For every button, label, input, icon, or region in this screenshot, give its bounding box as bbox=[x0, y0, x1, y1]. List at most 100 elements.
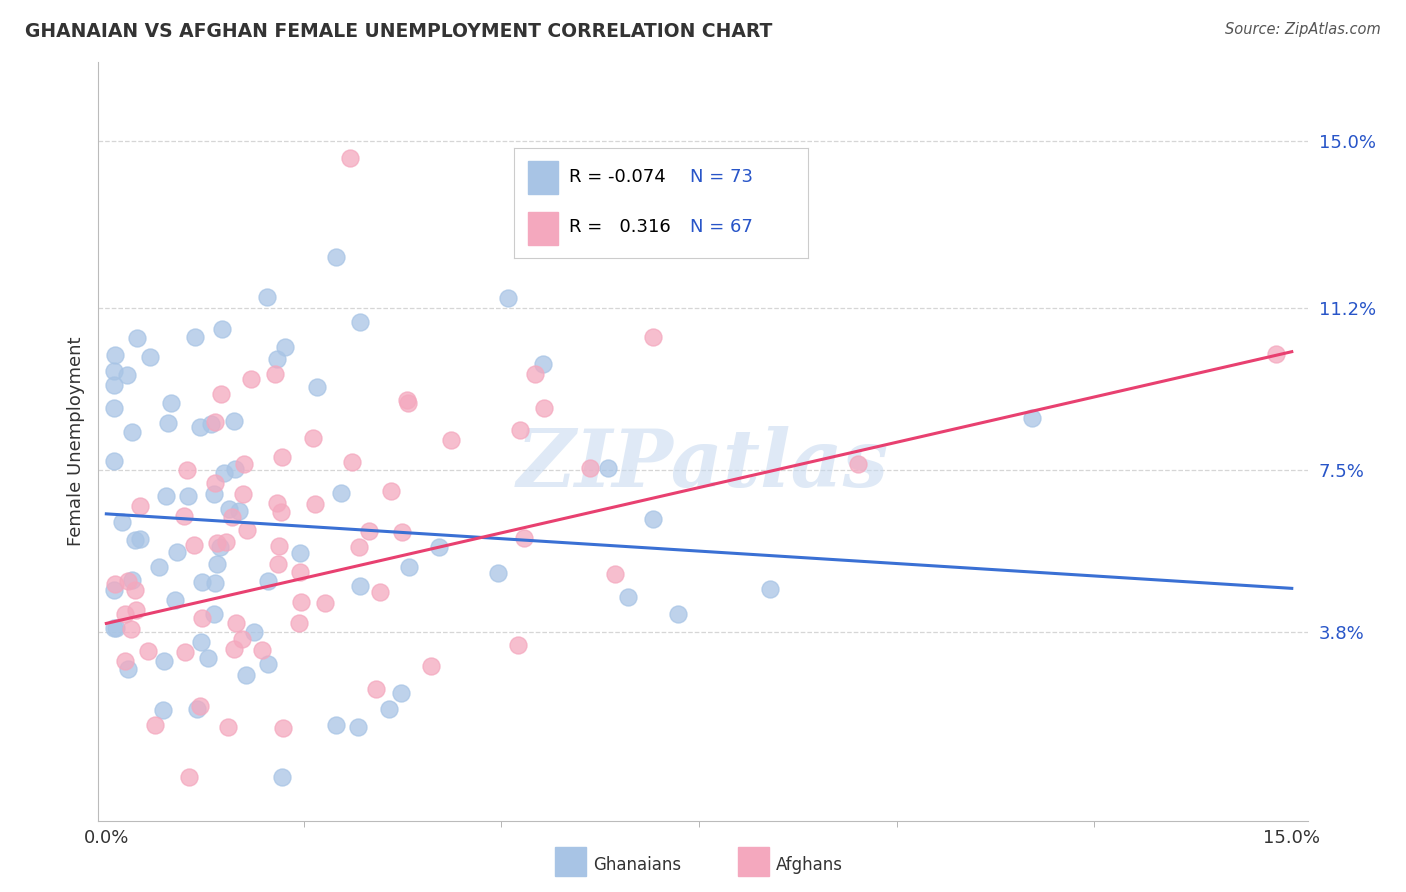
Point bbox=[274, 340, 297, 354]
Point bbox=[531, 357, 554, 371]
Point bbox=[598, 460, 620, 475]
Point bbox=[114, 607, 136, 622]
Point bbox=[207, 536, 229, 550]
Point bbox=[419, 659, 441, 673]
Point bbox=[391, 525, 413, 540]
Point bbox=[204, 415, 226, 429]
Point bbox=[325, 250, 347, 264]
Point bbox=[184, 330, 207, 344]
Point bbox=[368, 585, 391, 599]
Point bbox=[250, 643, 273, 657]
Point bbox=[524, 368, 547, 382]
Point bbox=[496, 291, 519, 305]
Point bbox=[231, 632, 253, 647]
Point bbox=[346, 720, 368, 734]
Point bbox=[307, 379, 329, 393]
Point bbox=[166, 544, 188, 558]
Point bbox=[204, 607, 226, 622]
Point bbox=[290, 595, 312, 609]
Point bbox=[357, 524, 380, 539]
Point bbox=[366, 681, 388, 696]
Point bbox=[114, 654, 136, 668]
Point bbox=[148, 560, 170, 574]
Point bbox=[288, 546, 311, 560]
Point bbox=[290, 565, 312, 579]
Point bbox=[267, 539, 290, 553]
Point bbox=[271, 721, 294, 735]
Point bbox=[204, 575, 226, 590]
Point bbox=[314, 596, 336, 610]
Point bbox=[1265, 346, 1288, 360]
Point bbox=[666, 607, 689, 622]
Point bbox=[105, 621, 128, 635]
Point bbox=[155, 489, 177, 503]
Point bbox=[103, 378, 125, 392]
Point bbox=[124, 533, 146, 548]
Point bbox=[190, 611, 212, 625]
Point bbox=[641, 330, 664, 344]
Point bbox=[218, 501, 240, 516]
Point bbox=[117, 574, 139, 589]
Point bbox=[605, 567, 627, 582]
Point bbox=[398, 559, 420, 574]
Point bbox=[1021, 411, 1043, 425]
Point bbox=[111, 515, 134, 529]
Point bbox=[176, 489, 198, 503]
Point bbox=[202, 487, 225, 501]
Text: Source: ZipAtlas.com: Source: ZipAtlas.com bbox=[1225, 22, 1381, 37]
Point bbox=[200, 417, 222, 431]
Point bbox=[211, 322, 233, 336]
Point bbox=[125, 603, 148, 617]
Point bbox=[117, 662, 139, 676]
Point bbox=[271, 770, 294, 784]
Point bbox=[188, 420, 211, 434]
Point bbox=[103, 621, 125, 635]
Point bbox=[173, 645, 195, 659]
Point bbox=[533, 401, 555, 415]
Text: N = 73: N = 73 bbox=[690, 169, 754, 186]
Point bbox=[117, 368, 139, 382]
Point bbox=[165, 593, 187, 607]
Bar bbox=[529, 161, 558, 194]
Point bbox=[236, 523, 259, 537]
Point bbox=[288, 616, 311, 631]
Point bbox=[302, 431, 325, 445]
Point bbox=[152, 703, 174, 717]
Point bbox=[270, 505, 292, 519]
Point bbox=[396, 396, 419, 410]
Point bbox=[759, 582, 782, 596]
Point bbox=[271, 450, 294, 464]
Point bbox=[224, 414, 246, 428]
Point bbox=[349, 315, 371, 329]
Point bbox=[257, 574, 280, 589]
Point bbox=[266, 351, 288, 366]
Point bbox=[188, 699, 211, 714]
Point bbox=[224, 462, 246, 476]
Point bbox=[380, 483, 402, 498]
Point bbox=[124, 583, 146, 598]
Y-axis label: Female Unemployment: Female Unemployment bbox=[66, 337, 84, 546]
Point bbox=[257, 657, 280, 671]
Point bbox=[159, 396, 181, 410]
Point bbox=[339, 151, 361, 165]
Point bbox=[340, 455, 363, 469]
Point bbox=[239, 372, 262, 386]
Point bbox=[209, 387, 232, 401]
Text: R = -0.074: R = -0.074 bbox=[569, 169, 666, 186]
Point bbox=[197, 650, 219, 665]
Point bbox=[617, 590, 640, 604]
Text: GHANAIAN VS AFGHAN FEMALE UNEMPLOYMENT CORRELATION CHART: GHANAIAN VS AFGHAN FEMALE UNEMPLOYMENT C… bbox=[25, 22, 773, 41]
Point bbox=[186, 702, 208, 716]
Point bbox=[486, 566, 509, 581]
Text: Afghans: Afghans bbox=[776, 856, 844, 874]
Point bbox=[222, 641, 245, 656]
Point bbox=[121, 574, 143, 588]
Point bbox=[179, 770, 201, 784]
Point bbox=[103, 401, 125, 416]
Point bbox=[138, 350, 160, 364]
Point bbox=[264, 367, 287, 381]
Point bbox=[427, 540, 450, 554]
Point bbox=[217, 720, 239, 734]
Point bbox=[125, 331, 148, 345]
Point bbox=[329, 485, 352, 500]
